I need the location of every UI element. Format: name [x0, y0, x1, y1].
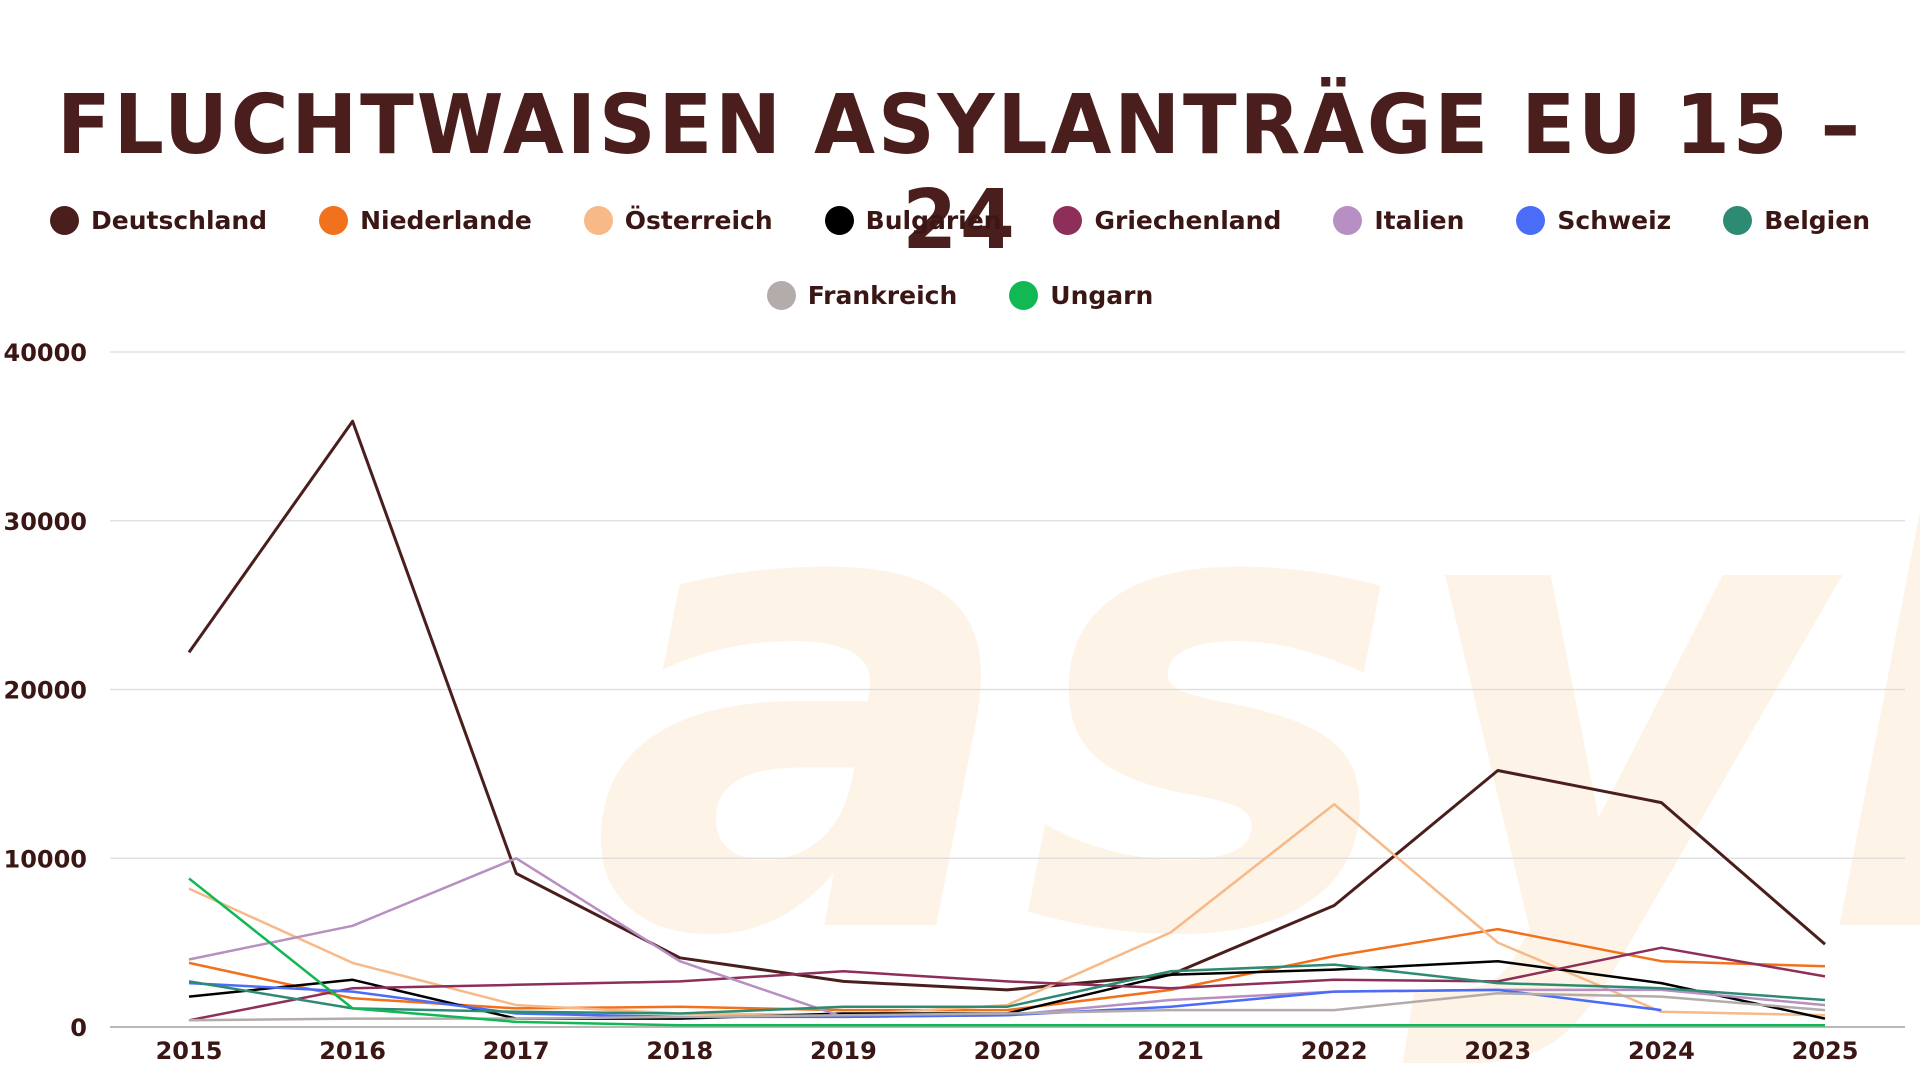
legend-item-oesterreich[interactable]: Österreich	[583, 206, 773, 235]
legend-marker	[1723, 206, 1753, 235]
x-tick-label: 2015	[156, 1037, 223, 1065]
legend-marker	[319, 206, 349, 235]
y-tick-label: 0	[70, 1014, 87, 1042]
x-tick-label: 2018	[646, 1037, 713, 1065]
legend-marker	[1333, 206, 1363, 235]
legend-marker	[1053, 206, 1083, 235]
y-tick-label: 10000	[4, 845, 88, 873]
legend-label: Österreich	[624, 206, 773, 235]
legend-item-belgien[interactable]: Belgien	[1723, 206, 1870, 235]
legend-marker	[1516, 206, 1546, 235]
y-tick-label: 30000	[4, 508, 88, 536]
legend-row-2: Frankreich Ungarn	[0, 281, 1920, 310]
legend-item-ungarn[interactable]: Ungarn	[1009, 281, 1153, 310]
legend-row-1: Deutschland Niederlande Österreich Bulgarie…	[0, 206, 1920, 235]
legend-item-bulgarien[interactable]: Bulgarien	[824, 206, 1002, 235]
legend-item-frankreich[interactable]: Frankreich	[766, 281, 958, 310]
legend-marker	[766, 281, 796, 310]
legend-label: Frankreich	[807, 281, 958, 310]
y-tick-label: 40000	[4, 339, 88, 367]
series-line-griechenland	[188, 946, 1826, 1022]
legend-item-niederlande[interactable]: Niederlande	[319, 206, 532, 235]
chart-title: FLUCHTWAISEN ASYLANTRÄGE EU 15 – 24	[57, 78, 1863, 268]
legend-label: Ungarn	[1050, 281, 1154, 310]
series-line-oesterreich	[188, 803, 1826, 1017]
legend-label: Bulgarien	[865, 206, 1002, 235]
x-tick-label: 2019	[810, 1037, 877, 1065]
legend-label: Deutschland	[90, 206, 268, 235]
x-tick-label: 2017	[483, 1037, 550, 1065]
legend-label: Belgien	[1764, 206, 1870, 235]
series-line-schweiz	[188, 981, 1662, 1019]
x-tick-label: 2021	[1137, 1037, 1204, 1065]
legend-item-deutschland[interactable]: Deutschland	[49, 206, 268, 235]
series-line-ungarn	[188, 877, 1825, 1027]
legend-marker	[1009, 281, 1039, 310]
legend-marker	[49, 206, 79, 235]
legend-item-italien[interactable]: Italien	[1333, 206, 1464, 235]
legend-item-schweiz[interactable]: Schweiz	[1516, 206, 1671, 235]
legend-label: Niederlande	[360, 206, 532, 235]
x-tick-label: 2025	[1792, 1037, 1859, 1065]
legend-marker	[583, 206, 613, 235]
x-tick-label: 2023	[1464, 1037, 1531, 1065]
watermark-text: asyl	[590, 331, 1920, 1076]
axis-layer: 0 10000 20000 30000 40000 2015 2016 2017 2018 201…	[4, 339, 1859, 1065]
legend-marker	[824, 206, 854, 235]
legend-label: Griechenland	[1094, 206, 1282, 235]
y-tick-label: 20000	[4, 677, 88, 705]
grid-layer	[110, 351, 1905, 1028]
x-tick-label: 2016	[319, 1037, 386, 1065]
x-tick-label: 2024	[1628, 1037, 1695, 1065]
x-tick-label: 2020	[974, 1037, 1041, 1065]
x-tick-label: 2022	[1301, 1037, 1368, 1065]
series-line-belgien	[188, 963, 1826, 1015]
legend-label: Italien	[1374, 206, 1465, 235]
legend-label: Schweiz	[1557, 206, 1672, 235]
series-line-deutschland	[187, 419, 1826, 992]
series-layer	[187, 419, 1826, 1027]
legend-item-griechenland[interactable]: Griechenland	[1053, 206, 1281, 235]
